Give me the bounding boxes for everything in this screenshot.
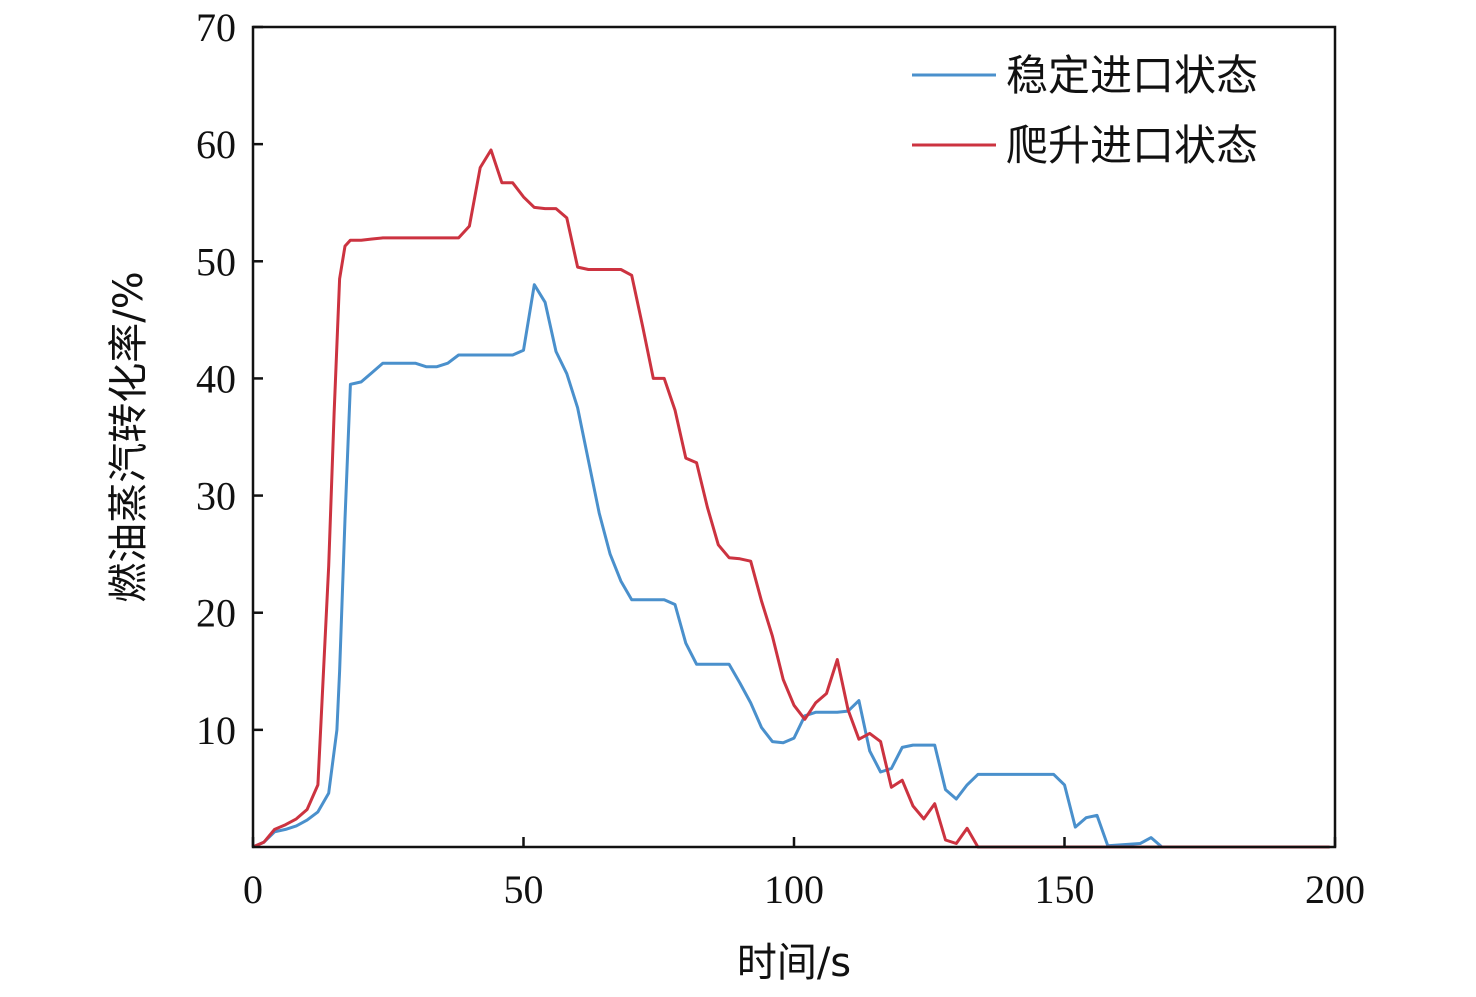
series-line-2 (252, 148, 1330, 849)
plot-area (252, 148, 1330, 849)
y-tick-label: 10 (196, 708, 236, 753)
x-tick-label: 100 (764, 867, 824, 912)
legend-label-2: 爬升进口状态 (1006, 121, 1258, 170)
x-tick-label: 150 (1035, 867, 1095, 912)
x-axis-title: 时间/s (737, 940, 851, 986)
axis-ticks (251, 25, 1337, 847)
x-tick-label: 50 (504, 867, 544, 912)
x-tick-labels: 0 50 100 150 200 (243, 867, 1365, 912)
y-tick-label: 70 (196, 5, 236, 50)
y-tick-label: 50 (196, 239, 236, 284)
y-axis-title: 燃油蒸汽转化率/% (106, 271, 152, 602)
y-tick-label: 30 (196, 474, 236, 519)
y-tick-label: 60 (196, 122, 236, 167)
y-tick-labels: 10 20 30 40 50 60 70 (196, 5, 236, 753)
series-line-1 (252, 283, 1330, 849)
y-tick-label: 40 (196, 356, 236, 401)
legend-label-1: 稳定进口状态 (1006, 51, 1258, 100)
x-tick-label: 0 (243, 867, 263, 912)
y-tick-label: 20 (196, 591, 236, 636)
x-tick-label: 200 (1305, 867, 1365, 912)
